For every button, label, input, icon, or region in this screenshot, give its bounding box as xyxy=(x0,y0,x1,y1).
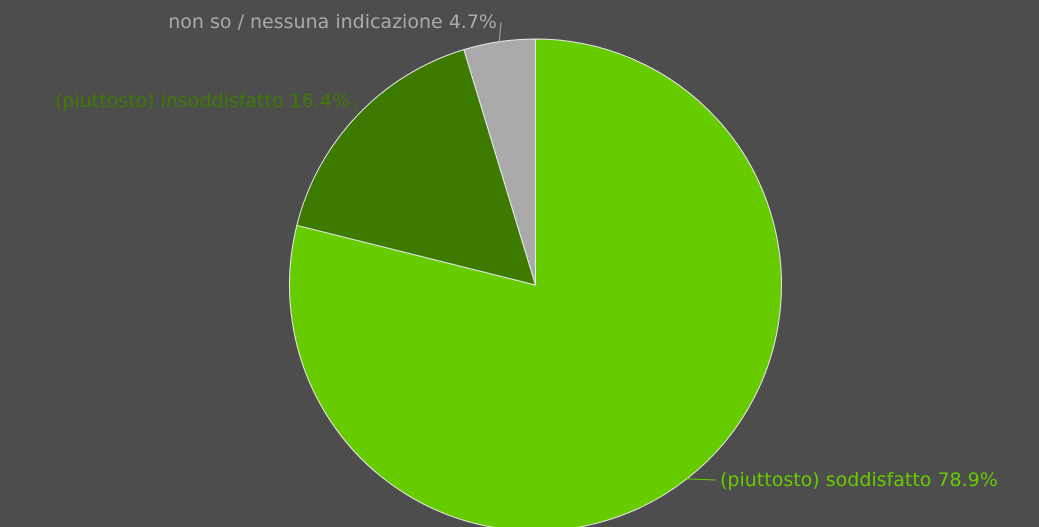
slice-label: (piuttosto) soddisfatto 78.9% xyxy=(720,469,998,491)
slice-name: non so / nessuna indicazione xyxy=(168,11,442,33)
slice-value: 4.7% xyxy=(449,11,497,33)
slice-name: (piuttosto) insoddisfatto xyxy=(55,90,284,112)
slice-label: non so / nessuna indicazione 4.7% xyxy=(168,11,497,33)
slice-label: (piuttosto) insoddisfatto 16.4% xyxy=(55,90,350,112)
slice-value: 16.4% xyxy=(290,90,350,112)
slice-name: (piuttosto) soddisfatto xyxy=(720,469,931,491)
leader-line xyxy=(498,21,502,42)
leader-line xyxy=(686,478,717,481)
slice-value: 78.9% xyxy=(937,469,997,491)
leader-line xyxy=(353,100,358,116)
pie-slice xyxy=(296,49,537,286)
